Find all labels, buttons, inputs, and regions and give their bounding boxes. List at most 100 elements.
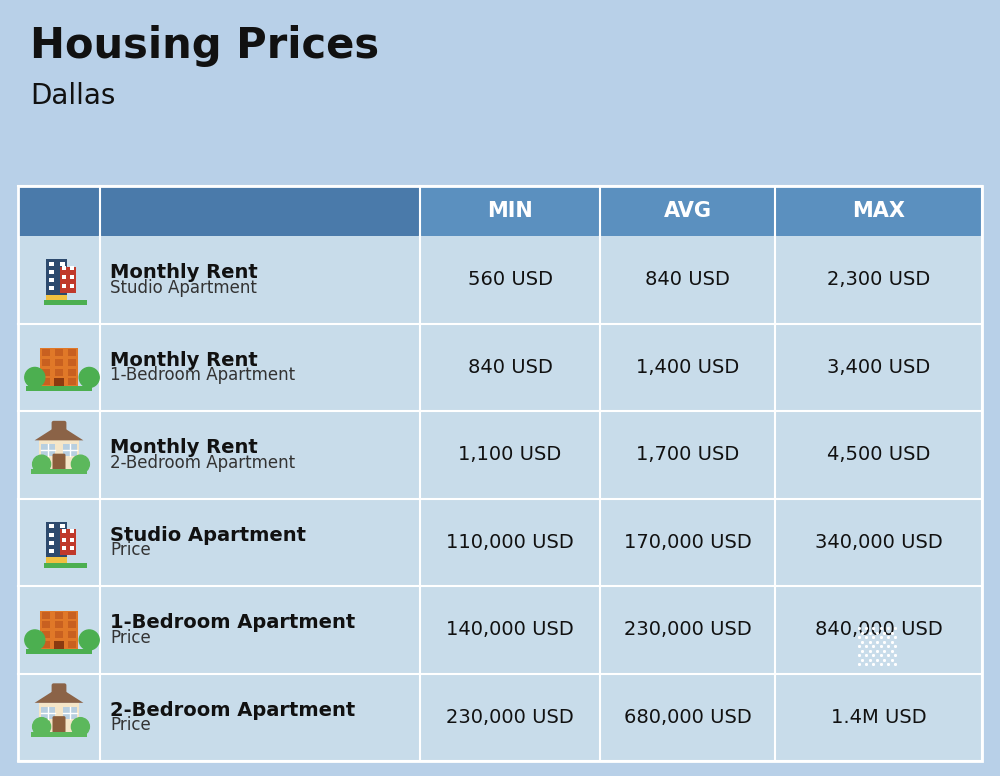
FancyBboxPatch shape: [60, 286, 64, 290]
FancyBboxPatch shape: [855, 695, 965, 701]
FancyBboxPatch shape: [32, 377, 38, 391]
FancyBboxPatch shape: [60, 532, 64, 536]
Text: Monthly Rent: Monthly Rent: [110, 438, 258, 457]
FancyBboxPatch shape: [86, 640, 92, 654]
Text: Dallas: Dallas: [30, 82, 115, 110]
FancyBboxPatch shape: [42, 641, 50, 648]
FancyBboxPatch shape: [420, 236, 600, 324]
FancyBboxPatch shape: [600, 324, 775, 411]
FancyBboxPatch shape: [600, 236, 775, 324]
FancyBboxPatch shape: [62, 538, 66, 542]
FancyBboxPatch shape: [420, 411, 600, 498]
FancyBboxPatch shape: [600, 186, 775, 236]
FancyBboxPatch shape: [39, 440, 79, 469]
FancyBboxPatch shape: [42, 611, 50, 618]
FancyBboxPatch shape: [42, 622, 50, 629]
FancyBboxPatch shape: [55, 378, 63, 385]
FancyBboxPatch shape: [855, 689, 965, 695]
FancyBboxPatch shape: [68, 641, 76, 648]
FancyBboxPatch shape: [855, 660, 965, 667]
Text: 1.4M USD: 1.4M USD: [831, 708, 926, 727]
Circle shape: [79, 368, 99, 387]
Text: 110,000 USD: 110,000 USD: [446, 533, 574, 552]
FancyBboxPatch shape: [52, 421, 66, 433]
FancyBboxPatch shape: [775, 236, 982, 324]
FancyBboxPatch shape: [100, 236, 420, 324]
FancyBboxPatch shape: [68, 631, 76, 638]
FancyBboxPatch shape: [60, 279, 64, 282]
FancyBboxPatch shape: [55, 622, 63, 629]
FancyBboxPatch shape: [600, 411, 775, 498]
FancyBboxPatch shape: [18, 498, 100, 586]
FancyBboxPatch shape: [600, 674, 775, 761]
Text: 840 USD: 840 USD: [645, 270, 730, 289]
FancyBboxPatch shape: [42, 359, 50, 366]
FancyBboxPatch shape: [54, 378, 64, 386]
FancyBboxPatch shape: [855, 672, 965, 678]
FancyBboxPatch shape: [49, 532, 54, 536]
FancyBboxPatch shape: [100, 674, 420, 761]
Text: 840 USD: 840 USD: [468, 358, 552, 377]
Text: 340,000 USD: 340,000 USD: [815, 533, 942, 552]
Text: 230,000 USD: 230,000 USD: [446, 708, 574, 727]
FancyBboxPatch shape: [55, 611, 63, 618]
Text: Studio Apartment: Studio Apartment: [110, 279, 257, 296]
FancyBboxPatch shape: [855, 649, 965, 655]
FancyBboxPatch shape: [49, 295, 54, 299]
Text: 1-Bedroom Apartment: 1-Bedroom Apartment: [110, 366, 295, 384]
FancyBboxPatch shape: [855, 632, 965, 638]
FancyBboxPatch shape: [60, 262, 64, 266]
Circle shape: [79, 630, 99, 650]
FancyBboxPatch shape: [62, 275, 66, 279]
FancyBboxPatch shape: [55, 359, 63, 366]
FancyBboxPatch shape: [855, 684, 965, 689]
FancyBboxPatch shape: [49, 262, 54, 266]
FancyBboxPatch shape: [31, 469, 87, 474]
FancyBboxPatch shape: [100, 411, 420, 498]
FancyBboxPatch shape: [420, 324, 600, 411]
Text: Housing Prices: Housing Prices: [30, 25, 379, 67]
Text: 680,000 USD: 680,000 USD: [624, 708, 751, 727]
FancyBboxPatch shape: [70, 266, 74, 270]
Text: Price: Price: [110, 629, 151, 646]
FancyBboxPatch shape: [775, 411, 982, 498]
Text: Studio Apartment: Studio Apartment: [110, 526, 306, 545]
Text: 2-Bedroom Apartment: 2-Bedroom Apartment: [110, 701, 355, 720]
FancyBboxPatch shape: [60, 295, 64, 299]
FancyBboxPatch shape: [68, 378, 76, 385]
Text: 1,700 USD: 1,700 USD: [636, 445, 739, 464]
Text: MAX: MAX: [852, 201, 905, 221]
FancyBboxPatch shape: [86, 377, 92, 391]
FancyBboxPatch shape: [60, 549, 64, 553]
Text: Monthly Rent: Monthly Rent: [110, 263, 258, 282]
Text: MIN: MIN: [487, 201, 533, 221]
FancyBboxPatch shape: [42, 369, 50, 376]
FancyBboxPatch shape: [68, 369, 76, 376]
FancyBboxPatch shape: [70, 284, 74, 288]
FancyBboxPatch shape: [55, 631, 63, 638]
FancyBboxPatch shape: [49, 549, 54, 553]
FancyBboxPatch shape: [49, 525, 54, 528]
Text: 3,400 USD: 3,400 USD: [827, 358, 930, 377]
FancyBboxPatch shape: [52, 716, 66, 733]
FancyBboxPatch shape: [70, 538, 74, 542]
FancyBboxPatch shape: [60, 270, 64, 274]
FancyBboxPatch shape: [55, 369, 63, 376]
FancyBboxPatch shape: [55, 641, 63, 648]
FancyBboxPatch shape: [40, 611, 78, 649]
FancyBboxPatch shape: [49, 557, 54, 561]
Text: 560 USD: 560 USD: [468, 270, 552, 289]
Text: Price: Price: [110, 716, 151, 734]
Circle shape: [25, 630, 45, 650]
FancyBboxPatch shape: [26, 649, 92, 654]
FancyBboxPatch shape: [855, 626, 965, 701]
Text: Price: Price: [110, 541, 151, 559]
FancyBboxPatch shape: [31, 732, 87, 736]
FancyBboxPatch shape: [18, 674, 100, 761]
FancyBboxPatch shape: [55, 349, 63, 356]
FancyBboxPatch shape: [62, 528, 66, 533]
Text: 4,500 USD: 4,500 USD: [827, 445, 930, 464]
FancyBboxPatch shape: [420, 586, 600, 674]
FancyBboxPatch shape: [46, 521, 67, 563]
FancyBboxPatch shape: [775, 324, 982, 411]
